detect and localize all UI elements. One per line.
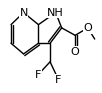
Text: N: N xyxy=(19,8,28,18)
Text: F: F xyxy=(55,74,62,85)
Text: NH: NH xyxy=(47,8,64,18)
Text: O: O xyxy=(71,47,80,57)
Text: F: F xyxy=(35,70,41,80)
Text: O: O xyxy=(83,23,92,33)
